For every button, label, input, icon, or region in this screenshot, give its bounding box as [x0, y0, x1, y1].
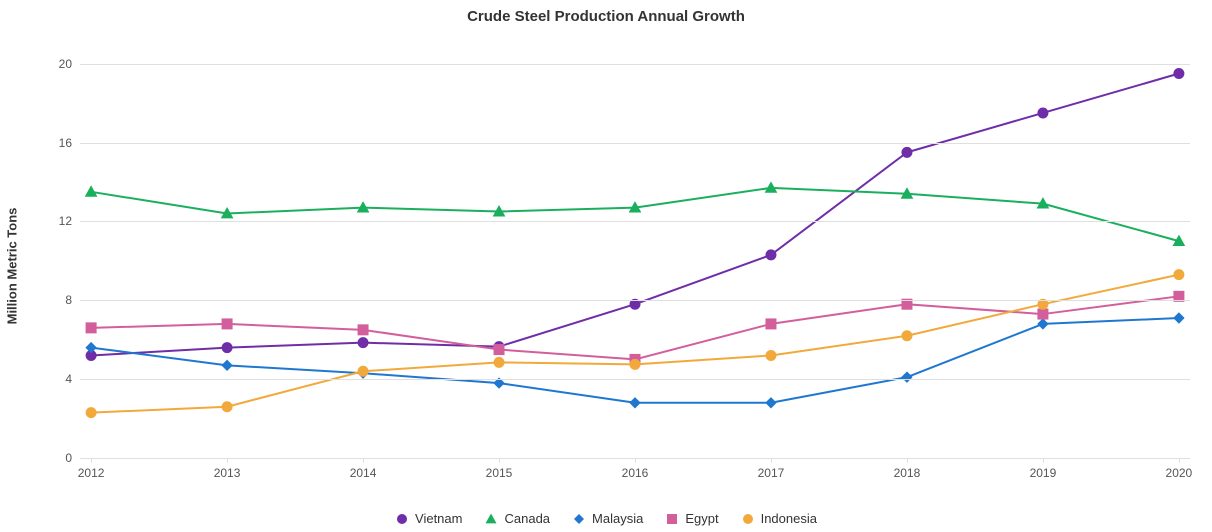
legend-item-vietnam[interactable]: Vietnam	[395, 511, 462, 526]
x-tick-label: 2020	[1166, 458, 1193, 480]
data-point[interactable]	[902, 372, 912, 382]
y-tick-label: 16	[59, 136, 80, 150]
circle-icon	[395, 512, 409, 526]
plot-area: 0481216202012201320142015201620172018201…	[80, 40, 1190, 458]
x-tick-label: 2012	[78, 458, 105, 480]
y-axis-label: Million Metric Tons	[5, 208, 20, 325]
data-point[interactable]	[86, 186, 97, 196]
circle-icon	[741, 512, 755, 526]
legend-item-indonesia[interactable]: Indonesia	[741, 511, 817, 526]
y-tick-label: 20	[59, 57, 80, 71]
gridline	[80, 64, 1190, 65]
data-point[interactable]	[1174, 270, 1184, 280]
data-point[interactable]	[222, 402, 232, 412]
series-line-indonesia	[91, 275, 1179, 413]
gridline	[80, 379, 1190, 380]
data-point[interactable]	[1174, 313, 1184, 323]
legend-label: Canada	[504, 511, 550, 526]
data-point[interactable]	[766, 350, 776, 360]
data-point[interactable]	[766, 250, 776, 260]
legend-item-egypt[interactable]: Egypt	[665, 511, 718, 526]
chart-container: Crude Steel Production Annual Growth Mil…	[0, 0, 1212, 532]
gridline	[80, 221, 1190, 222]
legend-label: Indonesia	[761, 511, 817, 526]
square-icon	[665, 512, 679, 526]
x-tick-label: 2015	[486, 458, 513, 480]
series-line-canada	[91, 188, 1179, 241]
legend-item-malaysia[interactable]: Malaysia	[572, 511, 643, 526]
x-tick-label: 2016	[622, 458, 649, 480]
data-point[interactable]	[630, 398, 640, 408]
x-tick-label: 2013	[214, 458, 241, 480]
x-tick-label: 2014	[350, 458, 377, 480]
y-tick-label: 12	[59, 214, 80, 228]
legend-label: Vietnam	[415, 511, 462, 526]
data-point[interactable]	[902, 331, 912, 341]
legend-label: Malaysia	[592, 511, 643, 526]
data-point[interactable]	[86, 323, 96, 333]
legend-label: Egypt	[685, 511, 718, 526]
legend-item-canada[interactable]: Canada	[484, 511, 550, 526]
data-point[interactable]	[86, 343, 96, 353]
data-point[interactable]	[766, 319, 776, 329]
series-line-vietnam	[91, 74, 1179, 356]
gridline	[80, 143, 1190, 144]
chart-svg	[80, 40, 1190, 458]
triangle-icon	[484, 512, 498, 526]
x-tick-label: 2017	[758, 458, 785, 480]
data-point[interactable]	[358, 338, 368, 348]
data-point[interactable]	[902, 147, 912, 157]
x-tick-label: 2019	[1030, 458, 1057, 480]
gridline	[80, 300, 1190, 301]
data-point[interactable]	[494, 345, 504, 355]
x-tick-label: 2018	[894, 458, 921, 480]
data-point[interactable]	[1038, 108, 1048, 118]
diamond-icon	[572, 512, 586, 526]
data-point[interactable]	[1174, 69, 1184, 79]
data-point[interactable]	[630, 359, 640, 369]
data-point[interactable]	[1038, 309, 1048, 319]
data-point[interactable]	[1038, 319, 1048, 329]
chart-title: Crude Steel Production Annual Growth	[0, 8, 1212, 25]
y-tick-label: 8	[65, 293, 80, 307]
data-point[interactable]	[222, 360, 232, 370]
data-point[interactable]	[358, 366, 368, 376]
data-point[interactable]	[766, 398, 776, 408]
y-tick-label: 4	[65, 372, 80, 386]
data-point[interactable]	[494, 357, 504, 367]
data-point[interactable]	[222, 319, 232, 329]
data-point[interactable]	[86, 408, 96, 418]
data-point[interactable]	[222, 343, 232, 353]
data-point[interactable]	[358, 325, 368, 335]
legend: Vietnam Canada Malaysia Egypt Indonesia	[0, 511, 1212, 526]
